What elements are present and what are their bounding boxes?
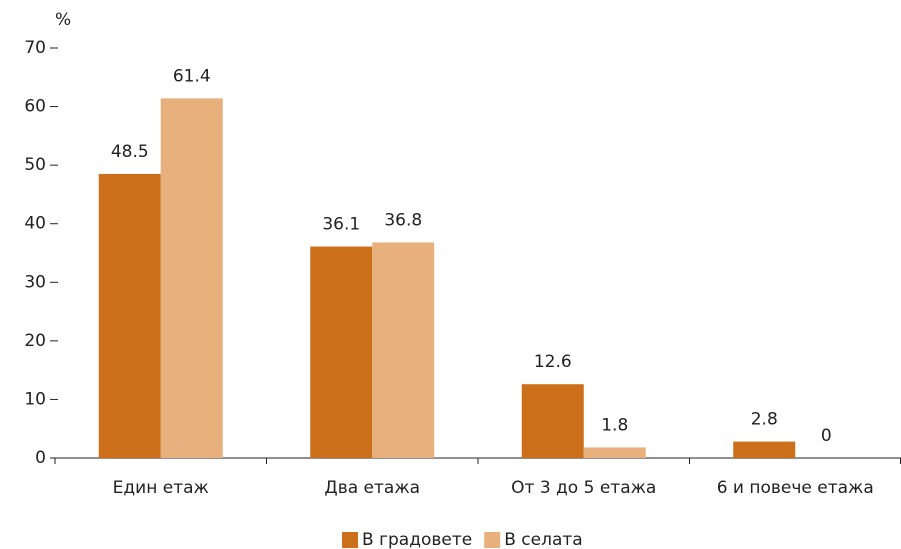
- y-tick-label: 70: [24, 38, 46, 58]
- legend-swatch: [342, 532, 358, 548]
- bar: [521, 384, 584, 458]
- data-label: 12.6: [534, 352, 572, 372]
- bar: [583, 447, 646, 458]
- legend-label: В селата: [504, 530, 582, 549]
- x-tick-label: Два етажа: [324, 478, 420, 498]
- y-tick-label: 20: [24, 331, 46, 351]
- bar: [372, 242, 435, 458]
- data-label: 0: [821, 426, 832, 446]
- y-tick-label: 40: [24, 214, 46, 234]
- y-tick-label: 10: [24, 389, 46, 409]
- data-label: 1.8: [601, 415, 628, 435]
- x-tick-label: 6 и повече етажа: [717, 478, 874, 498]
- data-label: 48.5: [111, 142, 149, 162]
- data-label: 61.4: [173, 66, 211, 86]
- x-tick-label: От 3 до 5 етажа: [511, 478, 656, 498]
- bar: [733, 441, 796, 458]
- legend-swatch: [484, 532, 501, 548]
- y-tick-label: 30: [24, 272, 46, 292]
- data-label: 36.1: [322, 215, 360, 235]
- y-axis-label: %: [55, 10, 71, 30]
- x-tick-label: Един етаж: [113, 478, 209, 498]
- bar: [98, 173, 161, 458]
- y-tick-label: 0: [35, 448, 46, 468]
- bar: [310, 246, 373, 458]
- data-label: 2.8: [751, 410, 778, 430]
- data-label: 36.8: [384, 210, 422, 230]
- y-tick-label: 60: [24, 97, 46, 117]
- y-tick-label: 50: [24, 155, 46, 175]
- bar: [160, 98, 223, 458]
- legend-label: В градовете: [362, 530, 472, 549]
